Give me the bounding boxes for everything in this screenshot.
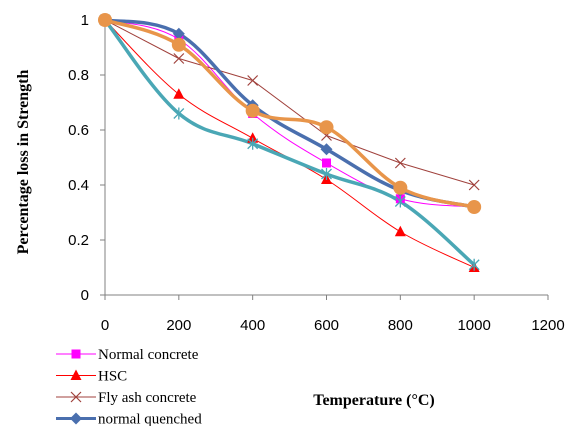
data-point-series-6 xyxy=(98,13,112,27)
data-point-series-3 xyxy=(394,157,406,169)
data-point-series-6 xyxy=(319,120,334,135)
data-point-series-6 xyxy=(393,180,408,195)
y-tick-label: 0.4 xyxy=(68,177,89,194)
axes xyxy=(104,20,548,296)
data-point-series-3 xyxy=(173,53,185,64)
data-point-series-2 xyxy=(173,88,185,99)
series-markers xyxy=(98,13,482,272)
series-line-1 xyxy=(104,19,475,208)
x-tick-label: 600 xyxy=(314,317,339,334)
y-tick-label: 0 xyxy=(81,287,89,304)
y-tick-label: 0.2 xyxy=(68,232,89,249)
data-point-series-5 xyxy=(468,258,480,271)
legend-label: Normal concrete xyxy=(98,347,199,363)
series-line-6 xyxy=(103,18,476,209)
series-line-5 xyxy=(103,18,476,267)
data-point-series-5 xyxy=(247,137,259,150)
data-point-series-3 xyxy=(247,75,259,86)
legend-label: HSC xyxy=(98,369,127,385)
legend: Normal concrete HSC Fly ash concrete normal… xyxy=(56,347,202,426)
legend-swatch-marker xyxy=(70,412,82,425)
x-tick-label: 1200 xyxy=(531,317,564,334)
x-tick-label: 200 xyxy=(166,317,191,334)
y-axis-title: Percentage loss in Strength xyxy=(15,70,32,255)
legend-swatch-marker xyxy=(70,391,82,403)
legend-swatch-marker xyxy=(71,349,81,359)
x-tick-label: 1000 xyxy=(457,317,490,334)
series-lines xyxy=(103,18,476,268)
data-point-series-4 xyxy=(172,27,185,40)
data-point-series-6 xyxy=(171,37,186,52)
series-line-3 xyxy=(104,19,475,186)
y-tick-label: 0.8 xyxy=(68,67,89,84)
data-point-series-5 xyxy=(394,195,406,208)
y-tick-label: 0.6 xyxy=(68,122,89,139)
data-point-series-5 xyxy=(321,168,332,180)
data-point-series-1 xyxy=(322,158,331,168)
data-point-series-6 xyxy=(467,200,482,214)
y-axis-title-group: Percentage loss in Strength xyxy=(15,70,32,255)
legend-swatch-marker xyxy=(70,369,82,380)
data-point-series-6 xyxy=(245,103,260,118)
data-point-series-2 xyxy=(394,225,406,237)
data-point-series-5 xyxy=(173,107,185,120)
x-tick-label: 800 xyxy=(388,317,413,334)
legend-label: normal quenched xyxy=(98,412,202,426)
legend-label: Fly ash concrete xyxy=(98,390,197,406)
data-point-series-4 xyxy=(320,143,333,156)
y-tick-label: 1 xyxy=(81,12,89,29)
x-tick-labels: 0 200 400 600 800 1000 1200 xyxy=(101,295,565,334)
x-tick-label: 400 xyxy=(240,317,265,334)
series-line-2 xyxy=(104,19,475,268)
x-tick-label: 0 xyxy=(101,317,109,334)
data-point-series-3 xyxy=(468,179,480,191)
x-axis-title: Temperature (°C) xyxy=(313,392,434,409)
y-tick-labels: 0 0.2 0.4 0.6 0.8 1 xyxy=(68,12,105,304)
series-line-4 xyxy=(103,18,476,209)
